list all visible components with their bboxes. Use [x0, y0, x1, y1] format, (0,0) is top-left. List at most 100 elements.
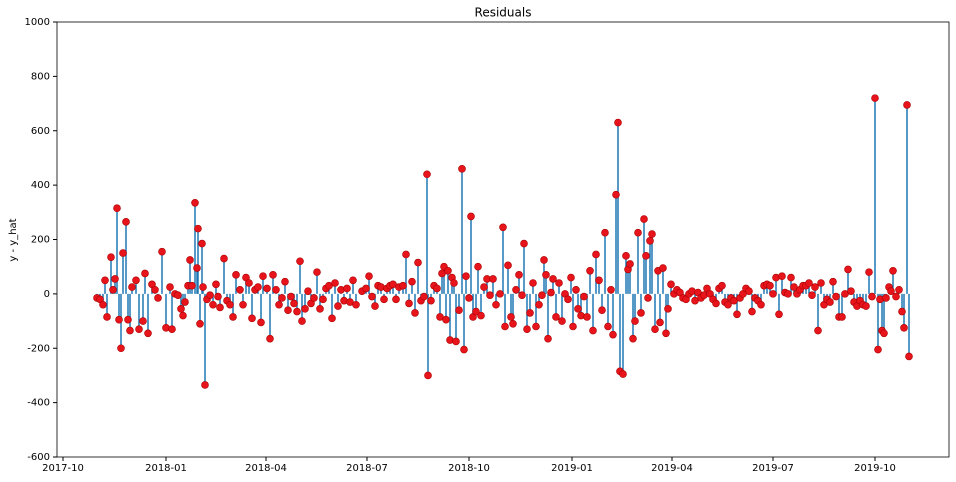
marker	[328, 314, 336, 323]
marker	[634, 228, 642, 237]
marker	[392, 295, 400, 304]
marker	[349, 276, 357, 285]
marker	[718, 281, 726, 290]
marker	[113, 204, 121, 213]
marker	[408, 277, 416, 286]
marker	[826, 298, 834, 306]
marker	[144, 329, 152, 338]
marker	[607, 285, 615, 294]
marker	[651, 325, 659, 334]
marker	[540, 256, 548, 264]
marker	[609, 330, 617, 339]
marker	[304, 287, 312, 295]
marker	[499, 223, 507, 232]
marker	[414, 258, 422, 267]
marker	[542, 271, 550, 279]
marker	[589, 326, 597, 335]
marker	[128, 283, 136, 291]
marker	[452, 337, 460, 346]
marker	[895, 285, 903, 294]
marker	[272, 285, 280, 294]
marker	[111, 275, 119, 283]
marker	[154, 294, 162, 302]
marker	[865, 268, 873, 276]
marker	[724, 300, 732, 309]
marker	[526, 309, 534, 317]
marker	[151, 285, 159, 294]
marker	[220, 254, 228, 263]
marker	[811, 283, 819, 291]
marker	[784, 290, 792, 298]
marker	[465, 294, 473, 302]
marker	[572, 285, 580, 294]
marker	[778, 272, 786, 281]
marker	[467, 212, 475, 221]
marker	[450, 279, 458, 287]
marker	[844, 265, 852, 274]
y-tick-label: 1000	[25, 17, 50, 28]
x-tick-label: 2017-10	[42, 463, 84, 474]
marker	[313, 268, 321, 276]
chart-title: Residuals	[475, 6, 532, 20]
marker	[529, 279, 537, 287]
marker	[892, 292, 900, 301]
marker	[168, 325, 176, 334]
marker	[226, 300, 234, 309]
marker	[712, 299, 720, 308]
marker	[423, 170, 431, 179]
marker	[642, 252, 650, 260]
marker	[254, 283, 262, 291]
marker	[612, 190, 620, 199]
marker	[245, 279, 253, 287]
x-tick-label: 2019-01	[551, 463, 593, 474]
x-tick-label: 2019-10	[854, 463, 896, 474]
marker	[509, 319, 517, 328]
marker	[504, 261, 512, 270]
marker	[458, 165, 466, 173]
marker	[132, 276, 140, 285]
marker	[181, 298, 189, 306]
marker	[662, 329, 670, 338]
marker	[188, 281, 196, 290]
marker	[263, 284, 271, 293]
marker	[119, 249, 127, 257]
marker	[538, 291, 546, 300]
x-tick-label: 2019-04	[651, 463, 693, 474]
marker	[405, 299, 413, 308]
marker	[512, 285, 520, 294]
marker	[898, 307, 906, 316]
marker	[626, 260, 634, 268]
marker	[209, 300, 217, 309]
marker	[310, 294, 318, 302]
marker	[520, 239, 528, 248]
marker	[257, 318, 265, 327]
marker	[229, 313, 237, 321]
marker	[595, 276, 603, 285]
marker	[496, 290, 504, 298]
marker	[535, 300, 543, 309]
marker	[433, 284, 441, 293]
marker	[474, 262, 482, 271]
marker	[832, 292, 840, 301]
marker	[871, 94, 879, 102]
y-tick-label: 400	[31, 180, 50, 191]
marker	[196, 319, 204, 328]
marker	[201, 381, 209, 389]
marker	[290, 299, 298, 308]
marker	[900, 324, 908, 332]
y-tick-label: -400	[27, 398, 50, 409]
marker	[640, 215, 648, 223]
marker	[882, 294, 890, 302]
marker	[232, 271, 240, 279]
marker	[352, 300, 360, 309]
marker	[331, 279, 339, 287]
y-tick-label: 600	[31, 126, 50, 137]
marker	[248, 314, 256, 323]
x-tick-label: 2018-07	[346, 463, 388, 474]
marker	[622, 252, 630, 260]
marker	[269, 271, 277, 279]
marker	[216, 303, 224, 312]
marker	[549, 275, 557, 283]
marker	[158, 247, 166, 256]
